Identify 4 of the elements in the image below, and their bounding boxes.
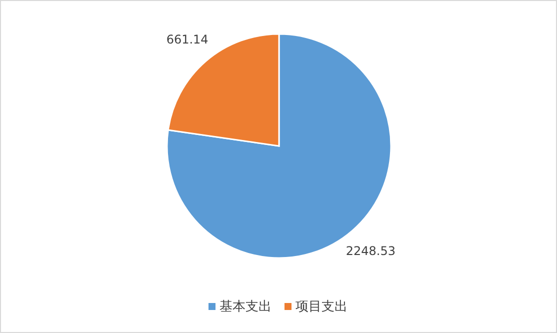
data-label: 661.14 [166,32,208,46]
data-label: 2248.53 [346,244,396,258]
legend-label: 项目支出 [296,300,348,315]
legend-label: 基本支出 [220,300,272,315]
